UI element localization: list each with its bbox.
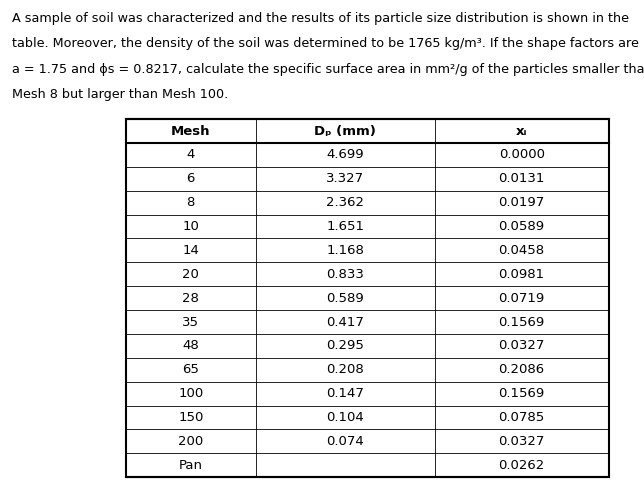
Bar bbox=[126, 119, 609, 477]
Text: 0.147: 0.147 bbox=[327, 387, 365, 400]
Text: 100: 100 bbox=[178, 387, 204, 400]
Text: 0.589: 0.589 bbox=[327, 292, 365, 305]
Point bbox=[605, 307, 612, 313]
Text: 3.327: 3.327 bbox=[327, 172, 365, 185]
Point bbox=[122, 212, 129, 218]
Text: 14: 14 bbox=[182, 244, 199, 257]
Point bbox=[122, 260, 129, 265]
Point bbox=[605, 140, 612, 146]
Text: Dₚ (mm): Dₚ (mm) bbox=[314, 124, 376, 138]
Point bbox=[605, 474, 612, 480]
Text: a = 1.75 and ϕs = 0.8217, calculate the specific surface area in mm²/g of the pa: a = 1.75 and ϕs = 0.8217, calculate the … bbox=[12, 63, 644, 76]
Text: 0.074: 0.074 bbox=[327, 435, 365, 448]
Point bbox=[122, 331, 129, 337]
Text: 0.0458: 0.0458 bbox=[498, 244, 545, 257]
Text: 20: 20 bbox=[182, 268, 199, 281]
Point bbox=[605, 236, 612, 242]
Text: 0.0262: 0.0262 bbox=[498, 459, 545, 472]
Point bbox=[605, 164, 612, 170]
Point bbox=[605, 283, 612, 289]
Point bbox=[122, 140, 129, 146]
Point bbox=[122, 451, 129, 456]
Point bbox=[605, 188, 612, 193]
Point bbox=[605, 355, 612, 361]
Text: 0.0981: 0.0981 bbox=[498, 268, 545, 281]
Text: A sample of soil was characterized and the results of its particle size distribu: A sample of soil was characterized and t… bbox=[12, 12, 629, 25]
Point bbox=[122, 116, 129, 122]
Point bbox=[605, 212, 612, 218]
Point bbox=[605, 331, 612, 337]
Point bbox=[122, 474, 129, 480]
Point bbox=[122, 188, 129, 193]
Text: 0.0197: 0.0197 bbox=[498, 196, 545, 209]
Text: Mesh 8 but larger than Mesh 100.: Mesh 8 but larger than Mesh 100. bbox=[12, 88, 228, 101]
Point bbox=[122, 403, 129, 409]
Text: 6: 6 bbox=[187, 172, 195, 185]
Point bbox=[605, 379, 612, 384]
Text: 0.0589: 0.0589 bbox=[498, 220, 545, 233]
Text: 0.104: 0.104 bbox=[327, 411, 365, 424]
Point bbox=[605, 260, 612, 265]
Text: 0.295: 0.295 bbox=[327, 339, 365, 352]
Text: 65: 65 bbox=[182, 364, 199, 376]
Point bbox=[605, 403, 612, 409]
Text: 0.0327: 0.0327 bbox=[498, 339, 545, 352]
Text: 0.0000: 0.0000 bbox=[498, 148, 545, 161]
Text: 8: 8 bbox=[187, 196, 195, 209]
Text: Pan: Pan bbox=[179, 459, 203, 472]
Point bbox=[431, 116, 439, 122]
Text: 4.699: 4.699 bbox=[327, 148, 364, 161]
Text: 48: 48 bbox=[182, 339, 199, 352]
Point bbox=[605, 116, 612, 122]
Text: 35: 35 bbox=[182, 315, 199, 329]
Point bbox=[252, 116, 260, 122]
Point bbox=[122, 379, 129, 384]
Point bbox=[122, 164, 129, 170]
Text: 0.2086: 0.2086 bbox=[498, 364, 545, 376]
Text: 0.0327: 0.0327 bbox=[498, 435, 545, 448]
Text: 1.651: 1.651 bbox=[327, 220, 365, 233]
Text: 0.0131: 0.0131 bbox=[498, 172, 545, 185]
Text: 0.833: 0.833 bbox=[327, 268, 365, 281]
Text: 0.1569: 0.1569 bbox=[498, 315, 545, 329]
Text: 28: 28 bbox=[182, 292, 199, 305]
Text: 150: 150 bbox=[178, 411, 204, 424]
Text: 2.362: 2.362 bbox=[327, 196, 365, 209]
Text: 0.0719: 0.0719 bbox=[498, 292, 545, 305]
Text: 0.417: 0.417 bbox=[327, 315, 365, 329]
Point bbox=[122, 355, 129, 361]
Text: 200: 200 bbox=[178, 435, 204, 448]
Point bbox=[605, 451, 612, 456]
Point bbox=[122, 236, 129, 242]
Text: 0.208: 0.208 bbox=[327, 364, 365, 376]
Text: Mesh: Mesh bbox=[171, 124, 211, 138]
Point bbox=[122, 283, 129, 289]
Point bbox=[605, 427, 612, 433]
Point bbox=[252, 474, 260, 480]
Text: 0.0785: 0.0785 bbox=[498, 411, 545, 424]
Text: 0.1569: 0.1569 bbox=[498, 387, 545, 400]
Text: 4: 4 bbox=[187, 148, 195, 161]
Text: 1.168: 1.168 bbox=[327, 244, 365, 257]
Text: 10: 10 bbox=[182, 220, 199, 233]
Point bbox=[122, 427, 129, 433]
Text: xᵢ: xᵢ bbox=[516, 124, 527, 138]
Point bbox=[122, 307, 129, 313]
Point bbox=[431, 474, 439, 480]
Text: table. Moreover, the density of the soil was determined to be 1765 kg/m³. If the: table. Moreover, the density of the soil… bbox=[12, 37, 638, 51]
